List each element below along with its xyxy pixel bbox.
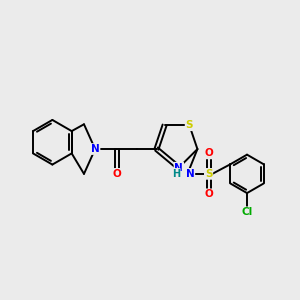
Text: S: S bbox=[205, 169, 212, 179]
Text: O: O bbox=[204, 189, 213, 199]
Text: O: O bbox=[112, 169, 121, 179]
Text: N: N bbox=[186, 169, 194, 179]
Text: Cl: Cl bbox=[242, 207, 253, 217]
Text: S: S bbox=[186, 120, 193, 130]
Text: O: O bbox=[204, 148, 213, 158]
Text: H: H bbox=[172, 169, 180, 179]
Text: N: N bbox=[174, 163, 183, 173]
Text: N: N bbox=[91, 144, 100, 154]
